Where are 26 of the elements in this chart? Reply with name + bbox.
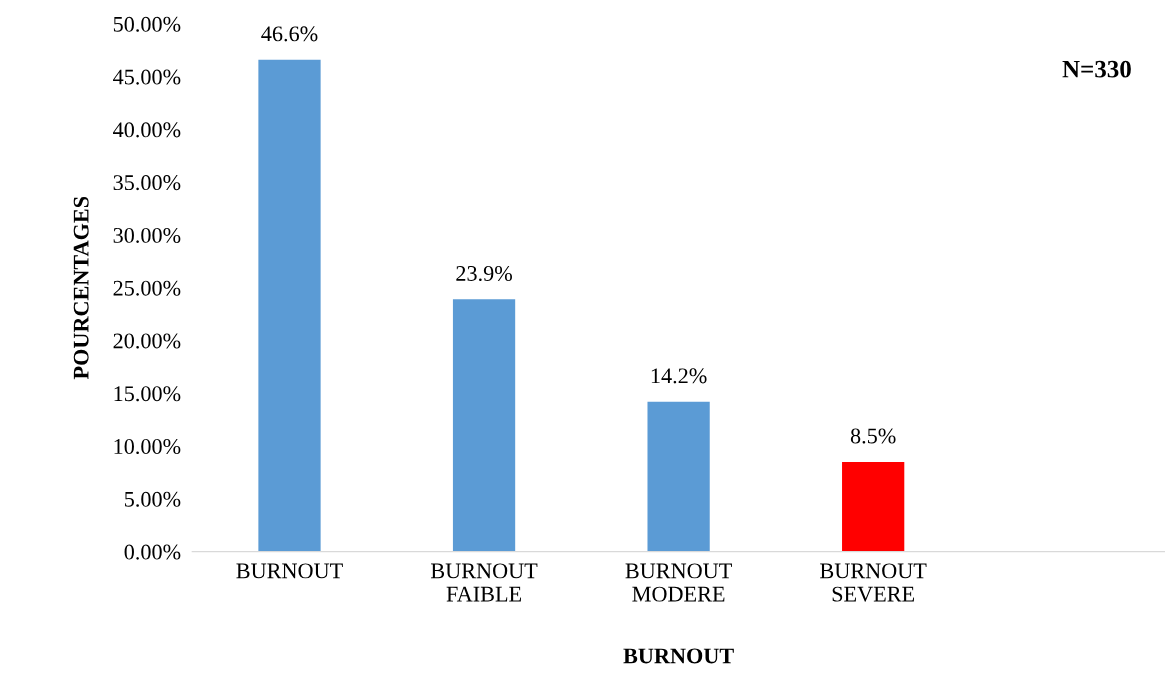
y-tick-label: 45.00% [113, 69, 181, 85]
data-label: 23.9% [456, 265, 512, 282]
y-tick-label: 25.00% [113, 280, 181, 296]
y-tick-label: 15.00% [114, 386, 181, 402]
x-axis-title: BURNOUT [623, 648, 734, 664]
bar [842, 461, 905, 552]
y-tick-label: 5.00% [125, 491, 181, 507]
y-tick-label: 0.00% [124, 544, 181, 560]
y-tick-label: 40.00% [113, 122, 181, 138]
x-tick-label: BURNOUT SEVERE [820, 563, 927, 602]
data-label: 46.6% [261, 26, 318, 42]
y-tick-label: 10.00% [114, 438, 181, 455]
bar [452, 299, 516, 552]
x-tick-label: BURNOUT [236, 563, 343, 579]
annotation: N=330 [1062, 60, 1131, 78]
data-label: 8.5% [850, 428, 896, 444]
y-axis-title: POURCENTAGES [73, 196, 89, 380]
x-tick-label: BURNOUT FAIBLE [430, 563, 538, 602]
x-tick-label: BURNOUT MODERE [625, 563, 732, 602]
bar [258, 59, 321, 552]
y-tick-label: 20.00% [113, 333, 181, 349]
y-tick-label: 35.00% [113, 175, 181, 191]
data-label: 14.2% [651, 368, 707, 384]
bar [647, 401, 710, 552]
y-tick-label: 50.00% [113, 16, 181, 32]
y-tick-label: 30.00% [113, 227, 181, 243]
